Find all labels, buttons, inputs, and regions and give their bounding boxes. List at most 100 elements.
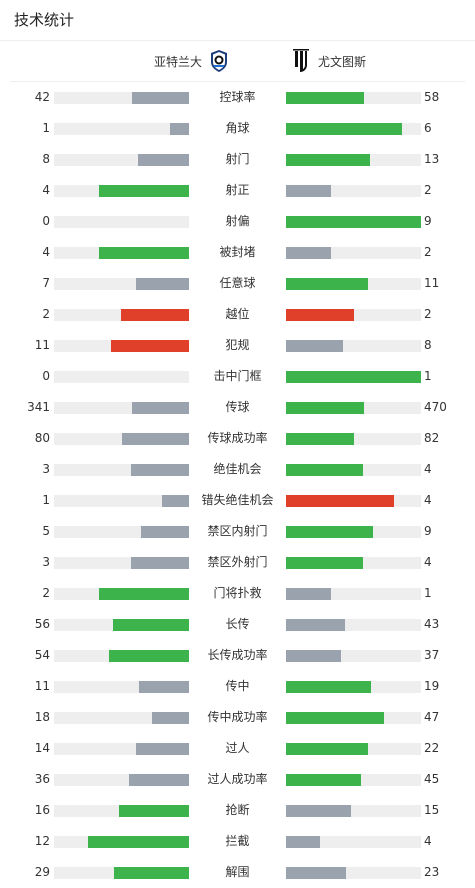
away-bar-fill [286,588,331,600]
home-bar-fill [113,619,189,631]
home-bar-fill [119,805,189,817]
home-value: 1 [42,493,50,507]
home-value: 5 [42,524,50,538]
away-bar-fill [286,154,370,166]
away-team[interactable]: 尤文图斯 [292,41,366,81]
home-bar-fill [139,681,189,693]
away-bar-fill [286,867,346,879]
away-bar-fill [286,464,363,476]
home-bar-track [54,681,189,693]
stats-list: 42 控球率 58 1 角球 6 8 射门 13 4 射正 2 0 射偏 9 4 被封堵 2 7 任意球 11 2 越位 2 1… [0,82,475,888]
stat-row: 1 错失绝佳机会 4 [0,485,475,516]
home-value: 12 [34,834,50,848]
away-bar-track [286,650,421,662]
stat-label: 传球成功率 [207,431,268,445]
away-bar-track [286,123,421,135]
away-bar-track [286,464,421,476]
away-bar-fill [286,619,345,631]
atalanta-logo-icon [210,49,228,73]
home-bar-fill [111,340,189,352]
stat-label: 门将扑救 [213,586,262,600]
home-team-name: 亚特兰大 [153,54,202,69]
home-value: 0 [42,369,50,383]
stat-label: 长传 [225,617,250,631]
away-bar-track [286,340,421,352]
away-bar-fill [286,805,351,817]
away-value: 4 [424,493,432,507]
away-value: 23 [424,865,440,879]
stat-row: 7 任意球 11 [0,268,475,299]
stat-label: 角球 [225,121,250,135]
away-bar-track [286,309,421,321]
home-bar-track [54,774,189,786]
home-bar-fill [88,836,189,848]
away-bar-fill [286,774,361,786]
stat-row: 18 传中成功率 47 [0,702,475,733]
home-value: 2 [42,307,50,321]
away-bar-track [286,433,421,445]
stat-row: 3 绝佳机会 4 [0,454,475,485]
home-team[interactable]: 亚特兰大 [154,41,228,81]
stat-label: 传中成功率 [207,710,268,724]
away-value: 47 [424,710,440,724]
home-bar-track [54,216,189,228]
stat-row: 36 过人成功率 45 [0,764,475,795]
home-bar-track [54,340,189,352]
home-bar-track [54,867,189,879]
away-bar-track [286,185,421,197]
away-value: 4 [424,834,432,848]
home-bar-track [54,278,189,290]
home-bar-fill [131,557,189,569]
away-bar-fill [286,216,421,228]
stat-label: 错失绝佳机会 [201,493,274,507]
home-bar-fill [132,402,189,414]
home-bar-track [54,185,189,197]
away-value: 9 [424,214,432,228]
away-bar-fill [286,123,402,135]
home-bar-track [54,557,189,569]
away-bar-fill [286,495,394,507]
home-value: 80 [34,431,50,445]
home-bar-track [54,712,189,724]
home-value: 341 [27,400,50,414]
home-bar-track [54,371,189,383]
away-bar-fill [286,309,354,321]
stat-label: 绝佳机会 [213,462,262,476]
away-value: 2 [424,245,432,259]
home-value: 16 [34,803,50,817]
stat-label: 被封堵 [219,245,256,259]
away-value: 45 [424,772,440,786]
home-bar-fill [114,867,189,879]
home-bar-fill [136,743,189,755]
away-bar-track [286,402,421,414]
home-bar-track [54,154,189,166]
stat-label: 长传成功率 [207,648,268,662]
home-value: 0 [42,214,50,228]
stat-row: 42 控球率 58 [0,82,475,113]
stat-label: 拦截 [225,834,250,848]
home-bar-track [54,619,189,631]
home-value: 8 [42,152,50,166]
away-bar-track [286,278,421,290]
stat-row: 11 犯规 8 [0,330,475,361]
home-value: 14 [34,741,50,755]
away-bar-track [286,743,421,755]
home-value: 7 [42,276,50,290]
away-value: 82 [424,431,440,445]
stat-row: 56 长传 43 [0,609,475,640]
away-value: 6 [424,121,432,135]
stat-row: 1 角球 6 [0,113,475,144]
stat-row: 5 禁区内射门 9 [0,516,475,547]
away-value: 11 [424,276,440,290]
home-value: 42 [34,90,50,104]
home-bar-track [54,588,189,600]
away-value: 4 [424,462,432,476]
home-bar-track [54,495,189,507]
stat-label: 犯规 [225,338,250,352]
stat-row: 0 射偏 9 [0,206,475,237]
stat-row: 80 传球成功率 82 [0,423,475,454]
away-bar-track [286,619,421,631]
away-bar-track [286,774,421,786]
home-bar-track [54,433,189,445]
away-bar-track [286,495,421,507]
